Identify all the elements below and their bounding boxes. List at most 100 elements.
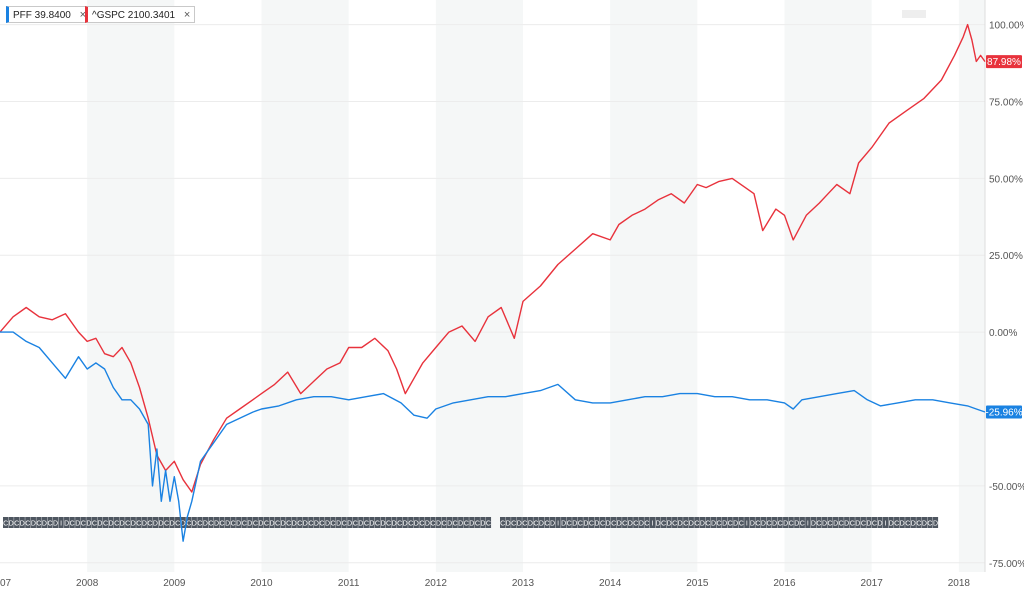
event-marker[interactable]: C: [47, 517, 53, 528]
event-marker[interactable]: I: [805, 517, 811, 528]
event-marker[interactable]: D: [855, 517, 861, 528]
event-marker[interactable]: D: [152, 517, 159, 528]
event-marker[interactable]: D: [369, 517, 375, 528]
event-marker[interactable]: D: [538, 517, 545, 528]
event-marker[interactable]: C: [80, 517, 86, 528]
event-marker[interactable]: D: [666, 517, 672, 528]
event-marker[interactable]: D: [191, 517, 197, 528]
event-marker[interactable]: D: [458, 517, 464, 528]
event-marker[interactable]: D: [75, 517, 81, 528]
event-marker[interactable]: D: [313, 517, 319, 528]
event-marker[interactable]: C: [788, 517, 794, 528]
event-marker[interactable]: D: [749, 517, 755, 528]
event-marker[interactable]: D: [594, 517, 600, 528]
event-marker[interactable]: D: [280, 517, 286, 528]
event-marker[interactable]: C: [827, 517, 833, 528]
event-marker[interactable]: D: [269, 517, 275, 528]
event-marker[interactable]: D: [605, 517, 611, 528]
event-marker[interactable]: D: [833, 517, 839, 528]
event-marker[interactable]: C: [175, 517, 181, 528]
event-marker[interactable]: C: [36, 517, 42, 528]
event-marker[interactable]: C: [408, 517, 414, 528]
event-marker[interactable]: D: [616, 517, 622, 528]
event-marker[interactable]: D: [866, 517, 872, 528]
event-marker[interactable]: C: [766, 517, 772, 528]
event-marker[interactable]: D: [86, 517, 92, 528]
event-marker[interactable]: D: [794, 517, 800, 528]
event-marker[interactable]: C: [905, 517, 911, 528]
event-marker[interactable]: D: [119, 517, 125, 528]
event-marker[interactable]: C: [705, 517, 711, 528]
event-marker[interactable]: C: [91, 517, 97, 528]
event-marker[interactable]: C: [197, 517, 203, 528]
event-marker[interactable]: D: [760, 517, 767, 528]
event-marker[interactable]: D: [236, 517, 242, 528]
event-marker[interactable]: C: [330, 517, 336, 528]
event-marker[interactable]: D: [710, 517, 717, 528]
event-marker[interactable]: C: [463, 517, 469, 528]
event-marker[interactable]: C: [927, 517, 933, 528]
event-marker[interactable]: C: [500, 517, 506, 528]
event-marker[interactable]: C: [363, 517, 369, 528]
event-marker[interactable]: C: [441, 517, 447, 528]
event-marker[interactable]: D: [771, 517, 778, 528]
event-marker[interactable]: I: [58, 517, 64, 528]
event-marker[interactable]: C: [522, 517, 528, 528]
event-marker[interactable]: C: [452, 517, 458, 528]
event-marker[interactable]: D: [583, 517, 589, 528]
event-marker[interactable]: C: [274, 517, 281, 528]
event-marker[interactable]: C: [114, 517, 120, 528]
event-marker[interactable]: D: [655, 517, 661, 528]
event-marker[interactable]: C: [430, 517, 436, 528]
event-marker[interactable]: C: [727, 517, 733, 528]
event-marker[interactable]: C: [297, 517, 303, 528]
event-marker[interactable]: D: [258, 517, 264, 528]
event-marker[interactable]: C: [871, 517, 878, 528]
event-marker[interactable]: D: [380, 517, 386, 528]
event-marker[interactable]: D: [899, 517, 905, 528]
event-marker[interactable]: C: [352, 517, 358, 528]
event-marker[interactable]: D: [638, 517, 644, 528]
event-marker[interactable]: C: [136, 517, 142, 528]
event-marker[interactable]: C: [14, 517, 20, 528]
event-marker[interactable]: C: [102, 517, 109, 528]
event-marker[interactable]: C: [241, 517, 247, 528]
event-marker[interactable]: C: [385, 517, 392, 528]
event-marker[interactable]: D: [130, 517, 136, 528]
event-marker[interactable]: C: [894, 517, 900, 528]
event-marker[interactable]: C: [308, 517, 314, 528]
event-marker[interactable]: I: [555, 517, 561, 528]
event-marker[interactable]: C: [716, 517, 722, 528]
event-marker[interactable]: C: [777, 517, 783, 528]
event-marker[interactable]: C: [838, 517, 844, 528]
event-marker[interactable]: C: [533, 517, 539, 528]
event-marker[interactable]: D: [435, 517, 442, 528]
event-marker[interactable]: D: [733, 517, 739, 528]
event-marker[interactable]: D: [158, 517, 164, 528]
event-marker[interactable]: D: [527, 517, 533, 528]
event-marker[interactable]: C: [319, 517, 325, 528]
event-marker[interactable]: C: [755, 517, 761, 528]
event-marker[interactable]: D: [141, 517, 147, 528]
event-marker[interactable]: C: [419, 517, 425, 528]
event-marker[interactable]: D: [821, 517, 828, 528]
event-marker[interactable]: C: [644, 517, 650, 528]
event-marker[interactable]: D: [469, 517, 475, 528]
event-marker[interactable]: D: [225, 517, 231, 528]
event-marker[interactable]: D: [347, 517, 353, 528]
event-marker[interactable]: C: [799, 517, 805, 528]
event-marker[interactable]: I: [744, 517, 750, 528]
event-marker[interactable]: C: [916, 517, 922, 528]
close-icon[interactable]: ×: [183, 9, 191, 21]
legend-chip-pff[interactable]: PFF 39.8400 ×: [6, 6, 92, 23]
event-marker[interactable]: C: [566, 517, 572, 528]
event-marker[interactable]: C: [694, 517, 700, 528]
event-marker[interactable]: C: [816, 517, 822, 528]
event-marker[interactable]: D: [169, 517, 175, 528]
event-marker[interactable]: C: [374, 517, 381, 528]
event-marker[interactable]: D: [722, 517, 728, 528]
event-marker[interactable]: I: [882, 517, 889, 528]
event-marker[interactable]: D: [302, 517, 308, 528]
event-marker[interactable]: D: [358, 517, 364, 528]
event-marker[interactable]: D: [844, 517, 850, 528]
